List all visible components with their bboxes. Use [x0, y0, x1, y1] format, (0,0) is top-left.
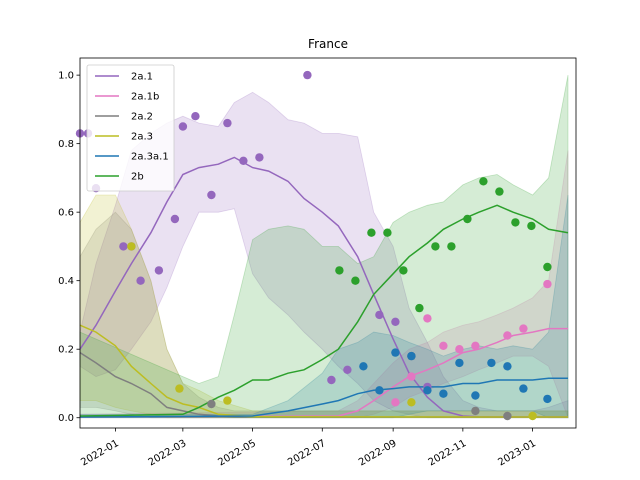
point-2a-1 — [239, 156, 248, 165]
point-2a-2 — [503, 411, 512, 421]
point-2a-2 — [471, 406, 480, 416]
point-2b — [463, 214, 472, 224]
point-2a-3 — [528, 411, 537, 421]
point-2b — [431, 242, 440, 251]
point-2a-1b — [391, 398, 400, 407]
point-2a-1b — [503, 331, 512, 340]
point-2a-1 — [154, 266, 164, 275]
legend-label: 2a.3 — [131, 132, 153, 143]
y-tick-label: 0.8 — [58, 139, 74, 150]
line-2a-1b — [79, 327, 568, 418]
legend: 2a.1 2a.1b 2a.2 2a.3 2a.3a.1 2b — [86, 64, 175, 192]
point-2a-3a-1 — [503, 362, 512, 371]
point-2a-3a-1 — [423, 386, 432, 395]
point-2a-3a-1 — [487, 358, 496, 368]
line-2a-3 — [79, 324, 569, 418]
point-2a-3a-1 — [519, 384, 528, 393]
point-2a-2 — [207, 399, 216, 409]
y-tick-label: 0.6 — [58, 208, 74, 219]
legend-label: 2a.1b — [131, 92, 159, 103]
point-2a-1b — [455, 345, 464, 354]
point-2b — [399, 266, 408, 275]
point-2a-3a-1 — [391, 348, 400, 357]
point-2a-1 — [391, 317, 400, 326]
legend-label: 2a.3a.1 — [131, 152, 169, 163]
point-2a-3 — [223, 396, 232, 405]
point-2a-1b — [407, 372, 416, 381]
point-2b — [367, 228, 376, 237]
y-tick-label: 0.4 — [58, 276, 74, 287]
point-2a-3a-1 — [375, 386, 384, 395]
legend-label: 2a.2 — [131, 112, 153, 123]
plot-frame — [79, 57, 577, 429]
point-2a-1b — [439, 341, 448, 350]
line-2b — [79, 204, 569, 417]
y-tick-label: 0.2 — [58, 345, 74, 356]
point-2a-3a-1 — [407, 351, 416, 361]
point-2a-1 — [303, 70, 312, 80]
point-2b — [511, 218, 520, 227]
point-2a-1 — [343, 365, 352, 374]
point-2a-1b — [423, 314, 432, 323]
point-2a-1 — [207, 190, 216, 200]
point-2a-1 — [170, 214, 180, 224]
point-2b — [495, 187, 504, 196]
point-2a-1 — [327, 375, 336, 385]
y-tick-label: 1.0 — [58, 71, 74, 82]
point-2b — [335, 266, 344, 275]
point-2a-3a-1 — [471, 391, 480, 400]
y-axis: 0.0 0.2 0.4 0.6 0.8 1.0 — [58, 71, 80, 424]
point-2b — [351, 276, 360, 285]
point-2b — [415, 303, 424, 313]
point-2a-3a-1 — [455, 358, 464, 368]
point-2a-1 — [136, 276, 145, 285]
point-2a-3a-1 — [359, 362, 368, 371]
point-2a-3a-1 — [543, 394, 552, 404]
point-2a-1b — [471, 341, 480, 350]
point-2a-1b — [543, 279, 552, 289]
point-2a-1 — [178, 122, 188, 131]
y-tick-label: 0.0 — [58, 413, 74, 424]
point-2a-1 — [191, 112, 200, 121]
point-2a-3a-1 — [439, 389, 448, 398]
point-2a-1b — [519, 324, 528, 333]
point-2a-1 — [255, 153, 264, 162]
chart-title: France — [308, 37, 348, 51]
point-2a-1 — [223, 118, 232, 128]
point-2a-1 — [119, 242, 128, 251]
point-2b — [479, 177, 488, 186]
point-2b — [527, 221, 536, 231]
point-2b — [447, 242, 456, 251]
point-2a-3 — [407, 398, 416, 407]
point-2a-1 — [375, 310, 384, 320]
point-2b — [383, 228, 392, 237]
legend-label: 2a.1 — [131, 72, 153, 83]
point-2a-3 — [127, 242, 136, 251]
point-2b — [543, 262, 552, 272]
legend-label: 2b — [131, 172, 144, 183]
point-2a-3 — [175, 384, 184, 393]
line-2a-3a-1 — [79, 377, 568, 418]
series-lines — [79, 156, 569, 418]
